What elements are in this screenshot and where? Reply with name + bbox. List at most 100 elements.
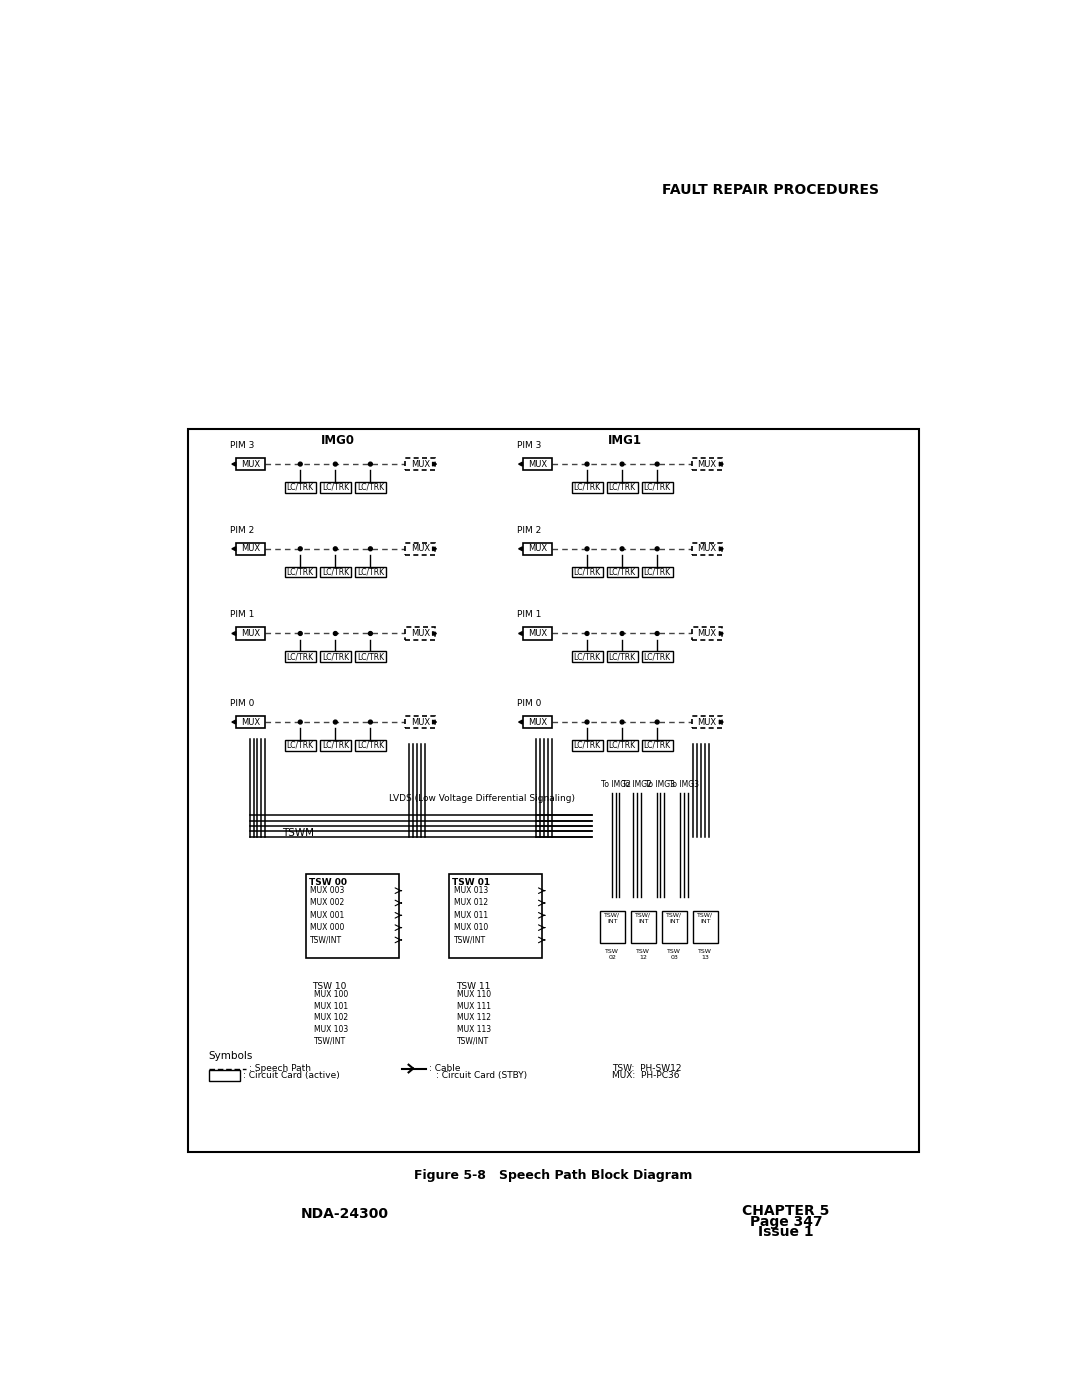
Bar xyxy=(642,740,673,750)
Text: MUX: MUX xyxy=(241,460,260,468)
Text: LC/TRK: LC/TRK xyxy=(608,652,636,661)
Circle shape xyxy=(585,462,589,467)
Circle shape xyxy=(620,719,624,724)
Text: TSW
12: TSW 12 xyxy=(636,949,650,960)
Circle shape xyxy=(656,631,659,636)
Text: MUX 100: MUX 100 xyxy=(314,990,348,999)
Circle shape xyxy=(585,631,589,636)
Bar xyxy=(453,978,542,1059)
Circle shape xyxy=(620,546,624,550)
Text: MUX: MUX xyxy=(241,545,260,553)
Text: : Circuit Card (active): : Circuit Card (active) xyxy=(243,1071,339,1080)
Polygon shape xyxy=(719,719,724,724)
Text: MUX: MUX xyxy=(698,629,716,638)
Bar xyxy=(226,606,445,651)
Text: MUX: MUX xyxy=(410,460,430,468)
Text: LC/TRK: LC/TRK xyxy=(608,740,636,750)
Circle shape xyxy=(368,546,373,550)
Bar xyxy=(449,873,542,958)
Bar xyxy=(405,627,435,640)
Bar xyxy=(642,567,673,577)
Bar xyxy=(309,978,399,1059)
Bar xyxy=(600,946,625,963)
Text: MUX 002: MUX 002 xyxy=(310,898,345,908)
Text: LC/TRK: LC/TRK xyxy=(286,483,314,492)
Bar xyxy=(631,911,656,943)
Text: TSW
13: TSW 13 xyxy=(699,949,713,960)
Text: LC/TRK: LC/TRK xyxy=(356,567,384,577)
Bar xyxy=(306,873,399,958)
Text: MUX: MUX xyxy=(410,629,430,638)
Polygon shape xyxy=(518,631,523,636)
Circle shape xyxy=(298,462,302,467)
Polygon shape xyxy=(518,719,523,724)
Circle shape xyxy=(334,546,337,550)
Bar xyxy=(571,482,603,493)
Bar xyxy=(221,450,450,805)
Bar xyxy=(405,458,435,471)
Polygon shape xyxy=(518,546,523,550)
Text: PIM 3: PIM 3 xyxy=(517,441,541,450)
Text: MUX: MUX xyxy=(698,718,716,726)
Bar xyxy=(607,740,637,750)
Circle shape xyxy=(334,719,337,724)
Bar xyxy=(571,567,603,577)
Text: LC/TRK: LC/TRK xyxy=(286,740,314,750)
Text: MUX 000: MUX 000 xyxy=(310,923,345,932)
Bar xyxy=(571,740,603,750)
Bar xyxy=(692,627,721,640)
Bar xyxy=(235,627,266,640)
Polygon shape xyxy=(232,631,235,636)
Text: MUX: MUX xyxy=(410,718,430,726)
Text: MUX: MUX xyxy=(528,460,546,468)
Bar xyxy=(607,651,637,662)
Bar xyxy=(405,542,435,555)
Polygon shape xyxy=(232,546,235,550)
Text: MUX: MUX xyxy=(698,460,716,468)
Polygon shape xyxy=(232,719,235,724)
Polygon shape xyxy=(719,631,724,636)
Text: LC/TRK: LC/TRK xyxy=(356,740,384,750)
Bar xyxy=(320,567,351,577)
Text: LC/TRK: LC/TRK xyxy=(644,652,671,661)
Text: TSW/INT: TSW/INT xyxy=(458,1037,489,1045)
Text: TSW/
INT: TSW/ INT xyxy=(666,914,683,923)
Circle shape xyxy=(585,546,589,550)
Text: LC/TRK: LC/TRK xyxy=(322,567,349,577)
Bar xyxy=(226,522,445,566)
Text: TSW
03: TSW 03 xyxy=(667,949,681,960)
Circle shape xyxy=(298,546,302,550)
Polygon shape xyxy=(719,462,724,467)
Text: PIM 2: PIM 2 xyxy=(230,525,255,535)
Text: TSW
02: TSW 02 xyxy=(606,949,619,960)
Text: PIM 0: PIM 0 xyxy=(230,698,255,708)
Bar xyxy=(226,437,445,481)
Circle shape xyxy=(585,719,589,724)
Text: Issue 1: Issue 1 xyxy=(758,1225,814,1239)
Bar xyxy=(355,651,386,662)
Bar xyxy=(607,482,637,493)
Polygon shape xyxy=(433,719,436,724)
Text: LVDS (Low Voltage Differential Signaling): LVDS (Low Voltage Differential Signaling… xyxy=(389,793,576,803)
Bar xyxy=(631,946,656,963)
Bar xyxy=(512,522,732,566)
Bar xyxy=(188,429,919,1153)
Text: Page 347: Page 347 xyxy=(750,1215,822,1229)
Text: LC/TRK: LC/TRK xyxy=(286,652,314,661)
Text: TSW 11: TSW 11 xyxy=(456,982,490,990)
Text: MUX:  PH-PC36: MUX: PH-PC36 xyxy=(611,1071,679,1080)
Circle shape xyxy=(298,719,302,724)
Text: PIM 3: PIM 3 xyxy=(230,441,255,450)
Text: : Circuit Card (STBY): : Circuit Card (STBY) xyxy=(436,1071,528,1080)
Bar xyxy=(509,450,738,805)
Bar xyxy=(355,567,386,577)
Text: MUX 012: MUX 012 xyxy=(454,898,488,908)
Polygon shape xyxy=(232,462,235,467)
Bar xyxy=(512,606,732,651)
Bar xyxy=(523,542,552,555)
Text: LC/TRK: LC/TRK xyxy=(356,652,384,661)
Bar xyxy=(355,482,386,493)
Polygon shape xyxy=(518,462,523,467)
Text: To IMG3: To IMG3 xyxy=(646,780,675,789)
Text: PIM 2: PIM 2 xyxy=(517,525,541,535)
